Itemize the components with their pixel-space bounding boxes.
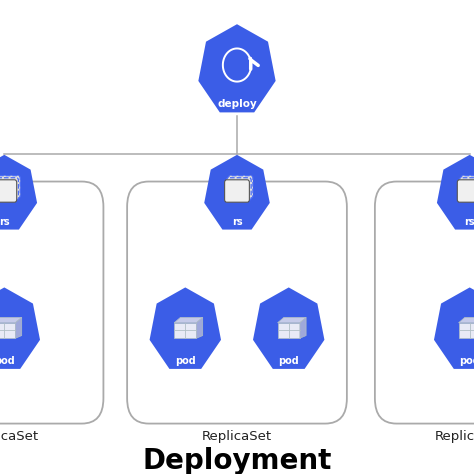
Text: ReplicaSet: ReplicaSet [0, 429, 39, 443]
FancyBboxPatch shape [227, 178, 251, 200]
Text: deploy: deploy [217, 99, 257, 109]
FancyBboxPatch shape [457, 180, 474, 202]
Polygon shape [437, 155, 474, 229]
Polygon shape [150, 287, 221, 369]
FancyBboxPatch shape [461, 176, 474, 198]
FancyBboxPatch shape [0, 180, 17, 202]
Text: rs: rs [0, 218, 9, 228]
Polygon shape [16, 318, 22, 338]
Text: pod: pod [278, 356, 299, 366]
FancyBboxPatch shape [225, 180, 249, 202]
Text: Deployment: Deployment [142, 447, 332, 474]
FancyBboxPatch shape [459, 178, 474, 200]
Text: rs: rs [232, 218, 242, 228]
Polygon shape [174, 318, 203, 323]
FancyBboxPatch shape [127, 182, 347, 424]
Text: rs: rs [465, 218, 474, 228]
Text: ReplicaSet: ReplicaSet [435, 429, 474, 443]
Polygon shape [0, 323, 16, 338]
Polygon shape [0, 287, 40, 369]
Polygon shape [458, 323, 474, 338]
Polygon shape [0, 318, 22, 323]
Polygon shape [434, 287, 474, 369]
Polygon shape [300, 318, 306, 338]
Polygon shape [0, 155, 37, 229]
FancyBboxPatch shape [0, 182, 103, 424]
Text: pod: pod [0, 356, 15, 366]
Polygon shape [174, 323, 196, 338]
Polygon shape [253, 287, 324, 369]
Polygon shape [278, 323, 300, 338]
Polygon shape [278, 318, 306, 323]
Polygon shape [204, 155, 270, 229]
Circle shape [229, 56, 245, 73]
FancyBboxPatch shape [0, 178, 18, 200]
FancyBboxPatch shape [375, 182, 474, 424]
Polygon shape [196, 318, 203, 338]
Polygon shape [198, 24, 276, 112]
Text: ReplicaSet: ReplicaSet [202, 429, 272, 443]
Polygon shape [458, 318, 474, 323]
Text: pod: pod [459, 356, 474, 366]
FancyBboxPatch shape [0, 176, 20, 198]
FancyBboxPatch shape [228, 176, 253, 198]
Text: pod: pod [175, 356, 196, 366]
